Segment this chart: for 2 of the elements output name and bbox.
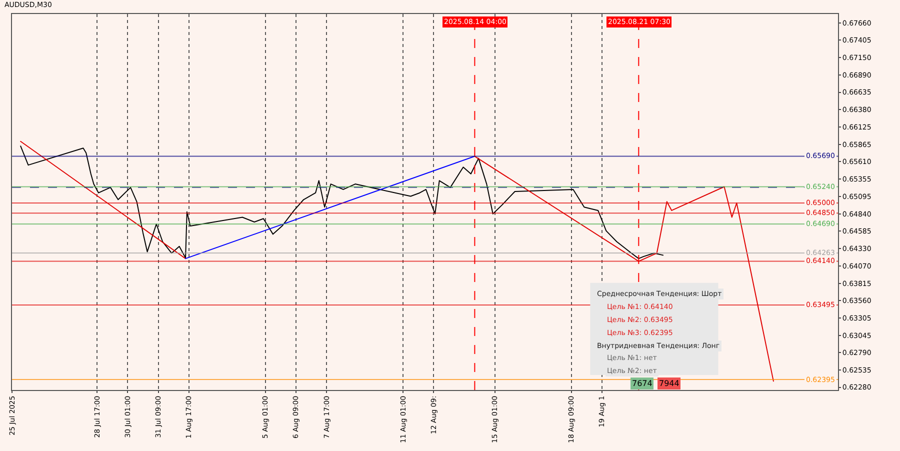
annotation: 7674 <box>632 379 652 388</box>
annotation: 7944 <box>659 379 680 388</box>
